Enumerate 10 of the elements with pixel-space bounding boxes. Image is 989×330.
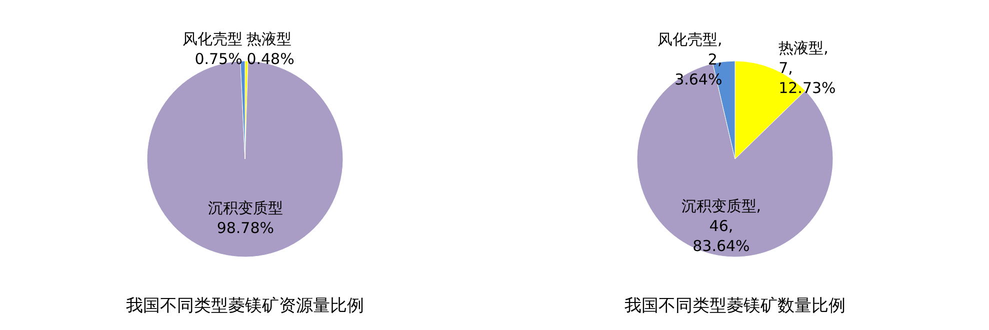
data-label: 0.75% <box>194 50 242 68</box>
text: 我国不同类型菱镁矿资源量比例 <box>126 296 364 316</box>
slice-label: 风化壳型, 2, 3.64% <box>657 30 722 89</box>
slice-label: 风化壳型 <box>182 30 242 48</box>
text: 我国不同类型菱镁矿数量比例 <box>624 296 846 316</box>
slice-label: 沉积变质型 <box>208 199 283 217</box>
slice-label: 沉积变质型, 46, 83.64% <box>681 197 762 256</box>
data-label: 0.48% <box>246 50 294 68</box>
data-label: 98.78% <box>216 219 274 237</box>
slice-label: 热液型 <box>246 30 292 48</box>
